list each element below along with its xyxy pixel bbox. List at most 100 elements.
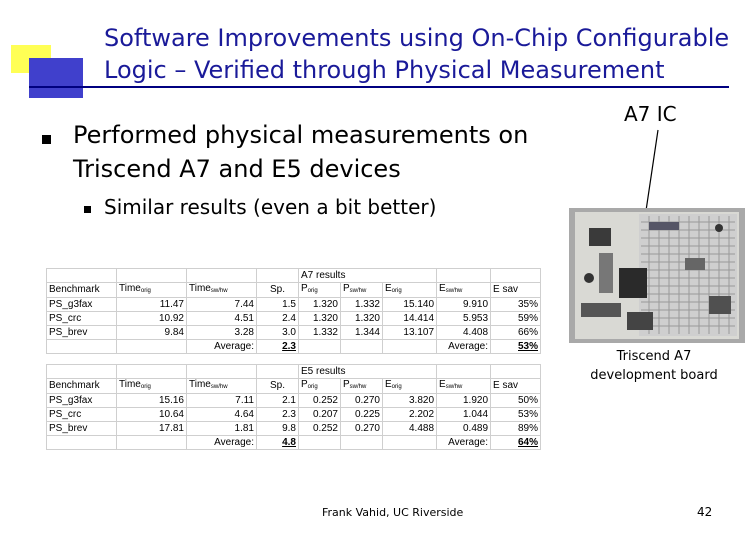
table-row: PS_crc 10.92 4.51 2.4 1.320 1.320 14.414… [46,311,542,326]
caption-line-1: Triscend A7 [616,349,692,364]
table-cell: 50% [490,393,542,408]
table-row: PS_g3fax 15.16 7.11 2.1 0.252 0.270 3.82… [46,393,542,408]
table-cell: 17.81 [116,421,187,436]
table-cell: 14.414 [381,311,438,326]
table-cell: PS_crc [46,407,117,422]
column-header: Benchmark [46,282,117,298]
table-row: PS_g3fax 11.47 7.44 1.5 1.320 1.332 15.1… [46,297,542,312]
table-cell: 10.92 [116,311,187,326]
title-decoration-blue [29,58,83,98]
table-cell: 9.8 [256,421,299,436]
column-header: Timeorig [116,378,187,394]
table-cell: 0.207 [298,407,341,422]
table-heading: A7 results [297,268,438,283]
column-header: Benchmark [46,378,117,394]
table-cell: 2.4 [256,311,299,326]
e5-results-table: E5 results Benchmark Timeorig Timesw/hw … [46,364,542,450]
table-cell: 3.28 [186,325,257,340]
average-speedup: 2.3 [256,339,299,354]
table-cell: 0.252 [298,393,341,408]
table-cell: PS_g3fax [46,393,117,408]
average-label: Average: [436,339,492,354]
table-cell: 1.320 [298,311,341,326]
sub-bullet-square-icon [84,206,91,213]
column-header: Psw/hw [340,378,383,394]
table-row: PS_brev 9.84 3.28 3.0 1.332 1.344 13.107… [46,325,542,340]
column-header: Esw/hw [436,282,492,298]
table-cell: 7.44 [186,297,257,312]
average-energy-savings: 53% [490,339,542,354]
bullet-2-text: Similar results (even a bit better) [104,195,437,219]
table-cell: 0.225 [340,407,383,422]
table-cell: 1.332 [340,297,383,312]
column-header: E sav [490,378,542,394]
caption-line-2: development board [590,368,718,383]
slide-title: Software Improvements using On-Chip Conf… [104,22,754,86]
table-cell: 1.332 [298,325,341,340]
table-cell: 10.64 [116,407,187,422]
table-cell: 0.270 [340,421,383,436]
table-cell: 4.408 [436,325,492,340]
table-row: PS_brev 17.81 1.81 9.8 0.252 0.270 4.488… [46,421,542,436]
table-cell: 1.344 [340,325,383,340]
table-cell: PS_brev [46,325,117,340]
table-cell: 53% [490,407,542,422]
photo-caption: Triscend A7 development board [572,347,736,385]
table-cell: 7.11 [186,393,257,408]
development-board-photo [569,208,745,343]
title-line-1: Software Improvements using On-Chip Conf… [104,24,730,52]
column-header: Esw/hw [436,378,492,394]
table-cell: 0.270 [340,393,383,408]
table-cell: 13.107 [381,325,438,340]
table-cell: 1.320 [340,311,383,326]
table-cell: 2.3 [256,407,299,422]
table-heading: E5 results [297,364,438,379]
results-tables: A7 results Benchmark Timeorig Timesw/hw … [46,268,542,450]
table-cell: 2.202 [381,407,438,422]
slide-footer: Frank Vahid, UC Riverside [322,506,464,519]
page-number: 42 [697,505,713,519]
a7-results-table: A7 results Benchmark Timeorig Timesw/hw … [46,268,542,354]
table-cell: 1.81 [186,421,257,436]
table-heading-row: E5 results [46,364,542,379]
column-header: E sav [490,282,542,298]
bullet-square-icon [42,135,51,144]
column-header: Sp. [256,282,299,298]
table-cell: 1.5 [256,297,299,312]
average-label: Average: [436,435,492,450]
table-row: PS_crc 10.64 4.64 2.3 0.207 0.225 2.202 … [46,407,542,422]
table-cell: PS_g3fax [46,297,117,312]
a7-ic-label: A7 IC [624,102,677,126]
bullet-1-text: Performed physical measurements on Trisc… [73,121,529,183]
average-speedup: 4.8 [256,435,299,450]
average-label: Average: [186,339,257,354]
average-energy-savings: 64% [490,435,542,450]
title-line-2: Logic – Verified through Physical Measur… [104,56,665,84]
column-header: Eorig [381,282,438,298]
average-label: Average: [186,435,257,450]
table-cell: 4.488 [381,421,438,436]
column-header: Eorig [381,378,438,394]
table-cell: 2.1 [256,393,299,408]
table-cell: PS_brev [46,421,117,436]
average-row: Average: 4.8 Average: 64% [46,435,542,450]
table-heading-row: A7 results [46,268,542,283]
table-cell: 3.0 [256,325,299,340]
column-header: Porig [298,282,341,298]
average-row: Average: 2.3 Average: 53% [46,339,542,354]
table-cell: 35% [490,297,542,312]
table-cell: 0.489 [436,421,492,436]
table-cell: PS_crc [46,311,117,326]
table-header-row: Benchmark Timeorig Timesw/hw Sp. Porig P… [46,378,542,394]
column-header: Porig [298,378,341,394]
table-cell: 15.16 [116,393,187,408]
table-cell: 4.64 [186,407,257,422]
table-cell: 1.320 [298,297,341,312]
column-header: Sp. [256,378,299,394]
table-cell: 0.252 [298,421,341,436]
table-header-row: Benchmark Timeorig Timesw/hw Sp. Porig P… [46,282,542,298]
table-cell: 1.920 [436,393,492,408]
title-underline [29,86,729,88]
table-cell: 15.140 [381,297,438,312]
table-cell: 66% [490,325,542,340]
